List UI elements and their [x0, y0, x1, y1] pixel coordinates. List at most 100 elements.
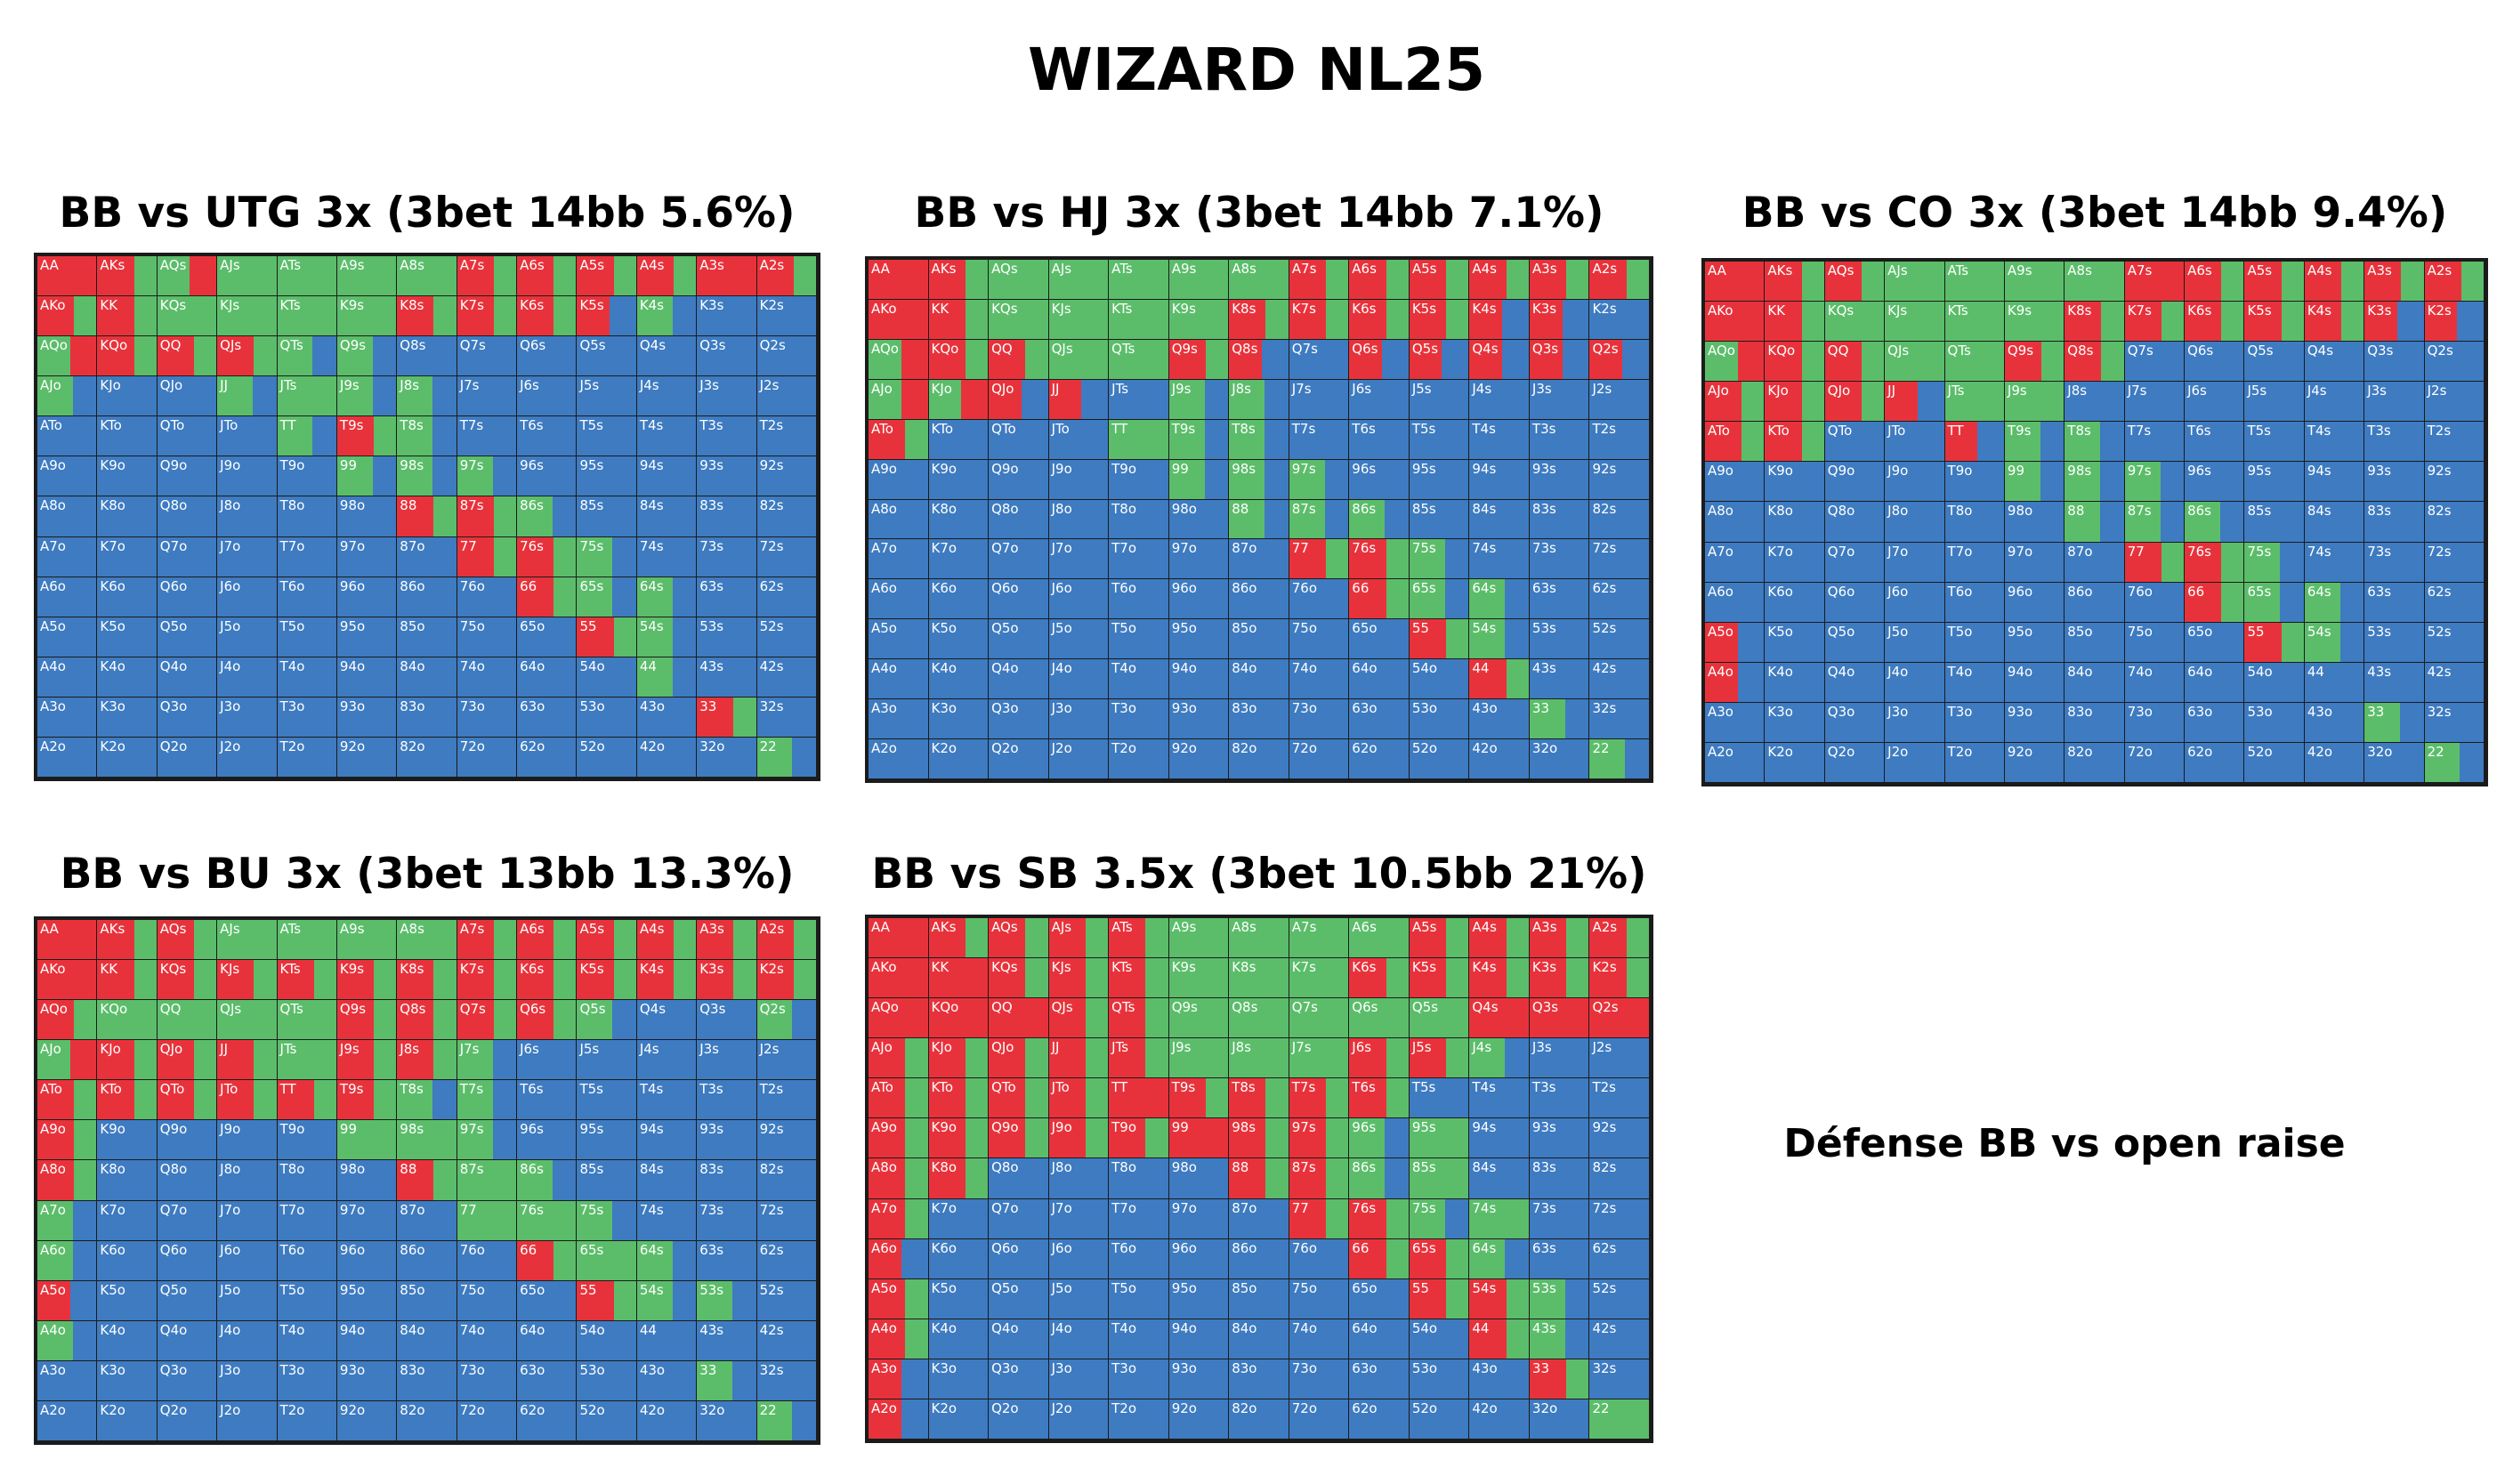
hand-cell-fill — [2185, 622, 2244, 662]
hand-cell-fill — [2244, 342, 2304, 382]
hand-label: K8s — [400, 297, 424, 314]
hand-cell: 94s — [636, 1120, 698, 1161]
hand-label: 42o — [1472, 1399, 1498, 1416]
hand-cell: K2o — [928, 1399, 990, 1440]
hand-cell-fill — [928, 579, 989, 619]
hand-cell-fill — [1326, 539, 1349, 579]
hand-cell: K5s — [577, 960, 637, 1001]
hand-label: A2o — [1708, 743, 1733, 760]
hand-cell: QQ — [989, 998, 1049, 1039]
hand-label: 74s — [1472, 540, 1497, 557]
hand-label: 92o — [2007, 743, 2033, 760]
hand-cell-fill — [1564, 1278, 1589, 1319]
hand-cell: Q4o — [1824, 662, 1886, 703]
hand-cell: A4s — [1469, 918, 1530, 959]
hand-label: JJ — [1887, 383, 1895, 399]
hand-label: Q2s — [1592, 999, 1619, 1016]
hand-cell: 87s — [457, 496, 518, 537]
hand-label: 73o — [1291, 700, 1318, 717]
hand-cell-fill — [1349, 958, 1386, 998]
hand-cell: 73s — [1529, 539, 1590, 580]
hand-cell-fill — [1861, 342, 1885, 382]
hand-cell: Q3o — [989, 1359, 1049, 1399]
hand-cell: KQo — [97, 336, 158, 377]
hand-cell-fill — [989, 579, 1048, 619]
hand-cell: T4s — [636, 1080, 698, 1121]
hand-label: A7s — [459, 921, 485, 937]
hand-cell: A5s — [577, 920, 637, 961]
hand-cell-fill — [1109, 958, 1146, 998]
hand-cell-fill — [965, 1158, 989, 1198]
hand-cell: 62o — [517, 1400, 578, 1441]
hand-cell: 64o — [1349, 659, 1410, 700]
hand-cell-fill — [1229, 1078, 1266, 1118]
hand-label: 96s — [520, 457, 544, 474]
hand-cell: 75o — [457, 1280, 518, 1321]
hand-cell: KQs — [1824, 302, 1886, 343]
hand-label: Q3s — [699, 1001, 726, 1018]
hand-label: J4s — [1472, 1039, 1492, 1056]
hand-cell-fill — [989, 539, 1048, 579]
hand-label: 74o — [459, 1321, 485, 1338]
hand-cell: J8s — [397, 376, 457, 417]
hand-cell-fill — [432, 456, 457, 496]
hand-label: JTs — [1947, 383, 1965, 399]
hand-cell-fill — [1469, 699, 1529, 739]
hand-cell-fill — [965, 1078, 989, 1118]
hand-label: T7s — [1291, 1079, 1316, 1096]
hand-cell: K7o — [1765, 542, 1825, 583]
hand-label: KTo — [931, 1079, 953, 1096]
hand-label: Q7s — [459, 1001, 486, 1018]
hand-cell: A7s — [1289, 918, 1350, 959]
hand-label: K5s — [2247, 302, 2272, 319]
hand-label: 88 — [2067, 503, 2085, 520]
hand-cell: Q9o — [989, 459, 1049, 500]
hand-cell-fill — [965, 1038, 989, 1078]
hand-label: A7s — [2127, 262, 2153, 278]
hand-cell-fill — [756, 416, 816, 456]
hand-cell: 52s — [756, 1280, 817, 1321]
hand-label: A5s — [1411, 919, 1437, 935]
hand-cell-fill — [636, 296, 673, 336]
hand-cell: 96s — [517, 456, 578, 497]
hand-cell-fill — [1861, 382, 1885, 422]
hand-cell-fill — [517, 960, 554, 1000]
hand-cell: K5o — [928, 1278, 990, 1319]
hand-cell: K6o — [1765, 582, 1825, 623]
hand-cell-fill — [1589, 619, 1649, 659]
hand-cell: Q5s — [2244, 342, 2305, 383]
hand-label: 73o — [1291, 1359, 1318, 1376]
hand-cell-fill — [217, 960, 255, 1000]
hand-cell: T2o — [277, 1400, 337, 1441]
hand-cell-fill — [673, 960, 697, 1000]
hand-cell: 87o — [397, 536, 457, 577]
hand-label: KQs — [159, 961, 187, 978]
hand-cell-fill — [1109, 379, 1168, 419]
hand-cell: KK — [97, 296, 158, 337]
hand-label: 88 — [400, 1161, 417, 1178]
hand-cell: A3s — [697, 256, 757, 297]
hand-cell-fill — [1168, 299, 1229, 339]
hand-label: A4o — [40, 657, 66, 674]
hand-cell: 54o — [1409, 659, 1470, 700]
hand-label: A3s — [699, 257, 724, 273]
hand-label: 63o — [520, 698, 545, 714]
hand-label: 94s — [2307, 463, 2331, 480]
hand-cell: KJs — [1048, 958, 1110, 999]
hand-cell: 97o — [1168, 539, 1230, 580]
hand-label: 52o — [579, 1401, 605, 1418]
hand-label: JJ — [1051, 380, 1060, 397]
hand-cell-fill — [1349, 1038, 1386, 1078]
hand-cell-fill — [965, 1118, 989, 1158]
hand-cell-fill — [1025, 958, 1048, 998]
hand-cell-fill — [1529, 1319, 1565, 1359]
hand-cell: 84s — [1469, 499, 1530, 540]
hand-cell-fill — [1944, 542, 2004, 582]
hand-cell-fill — [336, 1360, 397, 1400]
hand-cell-fill — [277, 1080, 314, 1120]
hand-label: 82o — [2067, 743, 2093, 760]
hand-cell: J4o — [1048, 659, 1110, 700]
hand-label: JTo — [220, 1081, 238, 1098]
hand-label: K2s — [1592, 300, 1617, 317]
hand-cell: Q6s — [517, 336, 578, 377]
